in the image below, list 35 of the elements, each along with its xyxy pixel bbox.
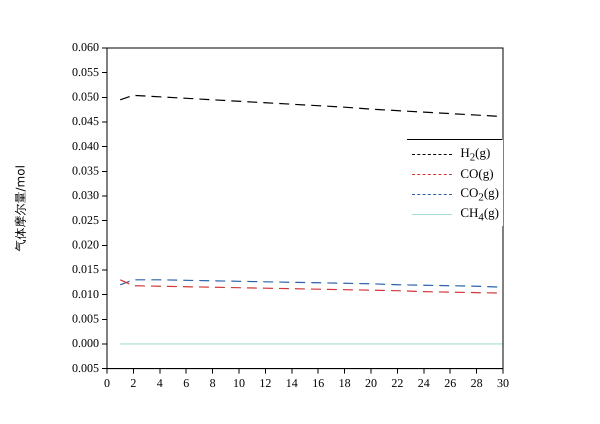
x-tick-label: 28 bbox=[470, 376, 483, 390]
y-tick-label: 0.030 bbox=[72, 188, 99, 202]
x-tick-label: 18 bbox=[338, 376, 351, 390]
x-tick-label: 0 bbox=[104, 376, 110, 390]
y-tick-label: 0.010 bbox=[72, 286, 99, 301]
y-tick-label: 0.040 bbox=[72, 138, 99, 153]
x-tick-label: 30 bbox=[497, 376, 509, 390]
y-tick-label: 0.025 bbox=[72, 212, 99, 227]
legend-label: H$_{2}$(g) bbox=[460, 144, 490, 164]
y-tick-label: 0.045 bbox=[72, 114, 99, 128]
x-tick-label: 10 bbox=[233, 376, 245, 390]
y-tick-label: 0.060 bbox=[72, 40, 99, 54]
y-tick-label: 0.035 bbox=[72, 163, 99, 178]
y-tick-label: 0.005 bbox=[72, 360, 99, 375]
y-axis-title: 气体摩尔量/mol bbox=[13, 165, 28, 252]
y-tick-label: 0.005 bbox=[72, 311, 99, 326]
x-tick-label: 16 bbox=[312, 376, 324, 390]
x-tick-label: 26 bbox=[444, 376, 456, 390]
y-tick-label: 0.020 bbox=[72, 237, 99, 252]
x-tick-label: 20 bbox=[365, 376, 377, 390]
x-tick-label: 6 bbox=[183, 376, 190, 390]
x-tick-label: 24 bbox=[418, 376, 430, 390]
x-tick-label: 2 bbox=[130, 376, 136, 390]
y-tick-label: 0.015 bbox=[72, 262, 99, 276]
x-tick-label: 4 bbox=[156, 376, 163, 390]
legend-label: CO$_{2}$(g) bbox=[460, 184, 499, 204]
x-tick-label: 22 bbox=[391, 376, 404, 390]
y-tick-label: 0.055 bbox=[72, 64, 99, 79]
x-tick-label: 8 bbox=[210, 376, 216, 390]
y-tick-label: 0.000 bbox=[72, 336, 99, 350]
y-tick-label: 0.050 bbox=[72, 89, 99, 104]
x-tick-label: 12 bbox=[259, 376, 272, 390]
x-tick-label: 14 bbox=[286, 376, 298, 390]
legend-label: CO(g) bbox=[460, 166, 494, 182]
legend-label: CH$_{4}$(g) bbox=[460, 204, 499, 224]
